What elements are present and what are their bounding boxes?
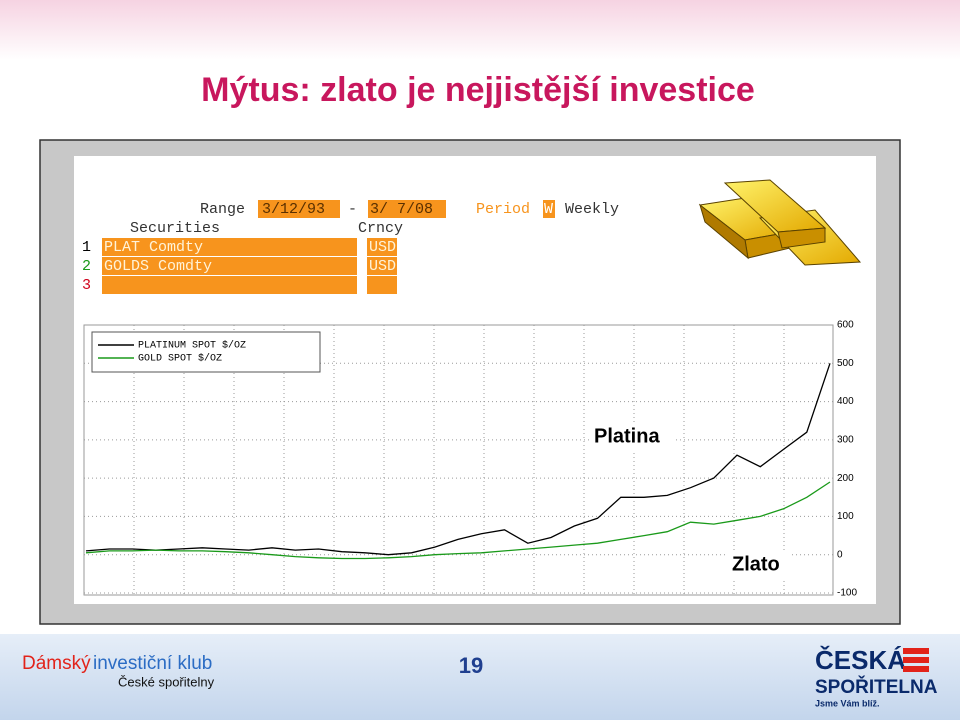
row-number: 3 [82,277,91,294]
annotation: Zlato [732,553,780,575]
field [367,276,397,294]
currency: USD [369,258,396,275]
field [367,238,397,256]
range-end: 3/ 7/08 [370,201,433,218]
field [102,276,357,294]
annotation-bg [590,424,674,450]
y-tick-label: 0 [837,549,843,560]
club-sub: České spořitelny [118,674,215,689]
y-tick-label: 500 [837,358,854,369]
logo-text: SPOŘITELNA [815,676,938,698]
legend-label: PLATINUM SPOT $/OZ [138,340,246,352]
y-tick-label: 300 [837,434,854,445]
annotation: Platina [594,425,660,447]
range-label: Range [200,201,245,218]
top-band [0,0,960,60]
security: GOLDS Comdty [104,258,212,275]
period-code: W [544,201,553,218]
period-label: Period [476,201,530,218]
club-name: investiční klub [93,653,212,674]
period-name: Weekly [565,201,619,218]
security: PLAT Comdty [104,239,203,256]
slide-title: Mýtus: zlato je nejjistější investice [201,71,755,109]
series-line [85,363,831,556]
currency: USD [369,239,396,256]
logo-mark [903,648,929,672]
logo-text: ČESKÁ [815,645,906,675]
annotation-bg [728,552,792,578]
y-tick-label: 100 [837,511,854,522]
field [543,200,555,218]
series-line [85,481,831,560]
y-tick-label: 400 [837,396,854,407]
column-header: Crncy [358,220,403,237]
y-tick-label: 200 [837,473,854,484]
row-number: 1 [82,239,91,256]
field [102,238,357,256]
range-dash: - [348,201,357,218]
field [258,200,340,218]
column-header: Securities [130,220,220,237]
footer-band [0,634,960,720]
row-number: 2 [82,258,91,275]
y-tick-label: -100 [837,588,857,599]
legend [91,331,321,373]
y-tick-label: 600 [837,320,854,331]
field [367,257,397,275]
field [368,200,446,218]
gold-bars [698,179,862,266]
field [102,257,357,275]
page-number: 19 [459,653,483,678]
club-name: Dámský [22,653,91,674]
range-start: 3/12/93 [262,201,325,218]
legend-label: GOLD SPOT $/OZ [138,353,222,365]
logo-slogan: Jsme Vám blíž. [815,698,880,708]
